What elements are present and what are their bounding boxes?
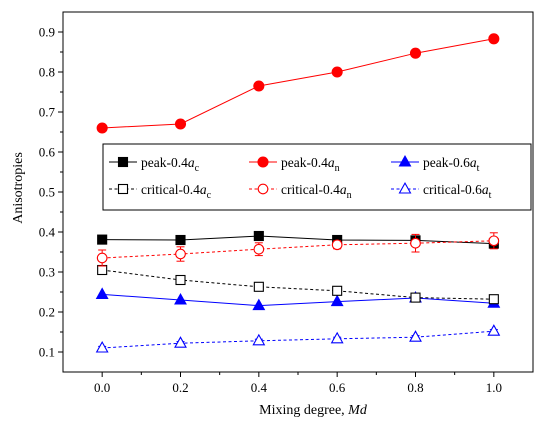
data-point xyxy=(97,234,108,245)
data-point xyxy=(332,285,343,296)
data-point xyxy=(253,243,265,255)
legend-item-1: peak-0.4an xyxy=(249,155,340,174)
y-axis-label: Anisotropies xyxy=(11,152,26,224)
data-point xyxy=(330,294,344,307)
data-point xyxy=(175,248,186,260)
x-tick-label: 0.8 xyxy=(407,380,423,395)
series-3 xyxy=(97,264,499,305)
y-tick-label: 0.8 xyxy=(39,65,55,80)
data-point xyxy=(409,47,422,59)
series-line-0 xyxy=(102,235,494,245)
data-point xyxy=(330,331,344,344)
series-line-4 xyxy=(102,240,494,259)
data-point xyxy=(174,292,187,305)
y-tick-label: 0.6 xyxy=(39,145,56,160)
data-point xyxy=(175,274,186,286)
legend-item-3: critical-0.4ac xyxy=(109,182,212,201)
data-point xyxy=(97,264,108,276)
legend-label: peak-0.4ac xyxy=(141,155,200,174)
y-tick-label: 0.9 xyxy=(39,25,55,40)
data-point xyxy=(410,292,421,303)
legend-label: peak-0.4an xyxy=(281,155,340,174)
series-line-3 xyxy=(102,269,494,300)
series-5 xyxy=(95,324,501,353)
legend-label: critical-0.4ac xyxy=(141,182,212,201)
x-tick-label: 0.2 xyxy=(172,380,188,395)
x-axis-label: Mixing degree, Md xyxy=(259,403,368,418)
x-tick-label: 1.0 xyxy=(486,380,502,395)
legend-item-0: peak-0.4ac xyxy=(109,155,200,174)
legend-marker xyxy=(398,181,412,194)
legend: peak-0.4ac peak-0.4an peak-0.6at critical-0… xyxy=(102,143,532,211)
axes: 0.0 0.2 0.4 0.6 0.8 1.0 0.1 0.2 0.3 0.4 0.5 0.6 0.7 0… xyxy=(39,11,534,395)
x-tick-label: 0.6 xyxy=(329,380,346,395)
x-axis-label-text: Mixing degree, xyxy=(259,403,348,418)
data-point xyxy=(488,33,500,45)
data-point xyxy=(95,340,109,353)
series-2 xyxy=(95,287,501,311)
data-point xyxy=(331,239,343,251)
y-tick-label: 0.1 xyxy=(39,345,55,360)
data-point xyxy=(96,252,108,264)
legend-label: peak-0.6at xyxy=(423,155,480,174)
legend-marker xyxy=(117,183,129,195)
series-line-1 xyxy=(102,38,494,129)
data-point xyxy=(409,330,422,342)
series-line-5 xyxy=(102,330,494,349)
legend-label: critical-0.4an xyxy=(281,182,352,201)
data-point xyxy=(488,235,500,247)
y-tick-label: 0.5 xyxy=(39,185,55,200)
x-tick-label: 0.4 xyxy=(251,380,268,395)
data-point xyxy=(331,66,343,78)
legend-marker xyxy=(257,183,269,195)
data-point xyxy=(253,80,265,92)
data-point xyxy=(252,298,266,311)
data-point xyxy=(252,333,266,346)
series-line-2 xyxy=(102,293,494,307)
y-tick-label: 0.2 xyxy=(39,305,55,320)
legend-box xyxy=(102,143,532,211)
data-point xyxy=(410,237,421,249)
series-1 xyxy=(96,33,500,134)
plot-area xyxy=(95,33,501,353)
y-tick-label: 0.4 xyxy=(39,225,56,240)
legend-item-5: critical-0.6at xyxy=(391,181,492,201)
legend-item-2: peak-0.6at xyxy=(391,154,480,174)
series-4 xyxy=(96,232,500,267)
data-point xyxy=(95,287,109,299)
legend-label: critical-0.6at xyxy=(423,182,492,201)
data-point xyxy=(175,234,186,246)
y-tick-label: 0.7 xyxy=(39,105,56,120)
data-point xyxy=(174,118,187,130)
legend-marker xyxy=(257,156,269,168)
data-point xyxy=(487,324,501,336)
data-point xyxy=(96,122,108,134)
data-point xyxy=(488,294,499,305)
series-0 xyxy=(97,230,499,249)
data-point xyxy=(253,281,264,292)
data-point xyxy=(253,230,264,242)
x-tick-label: 0.0 xyxy=(94,380,110,395)
legend-marker xyxy=(398,154,412,167)
legend-marker xyxy=(117,156,129,168)
x-axis-label-symbol: Md xyxy=(347,403,368,418)
y-tick-label: 0.3 xyxy=(39,265,55,280)
legend-item-4: critical-0.4an xyxy=(249,182,352,201)
data-point xyxy=(174,336,187,348)
